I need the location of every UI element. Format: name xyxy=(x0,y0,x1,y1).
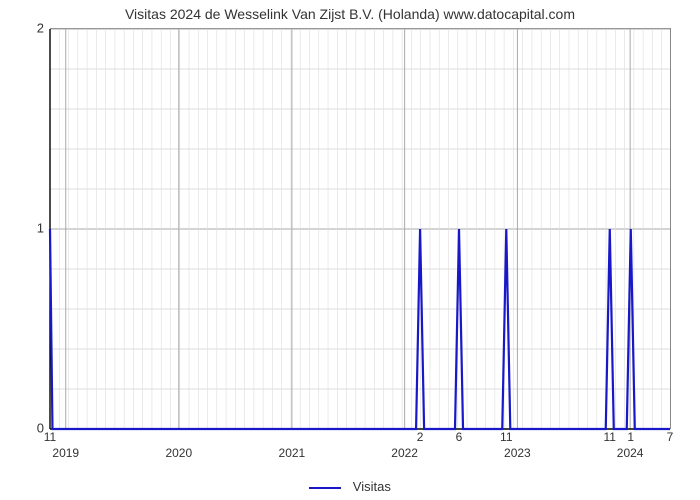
chart-svg xyxy=(50,29,670,429)
grid-group xyxy=(50,29,670,429)
y-tick-label: 0 xyxy=(4,421,44,436)
x-tick-year: 2020 xyxy=(165,446,192,460)
x-tick-year: 2024 xyxy=(617,446,644,460)
x-tick-day: 7 xyxy=(667,430,674,444)
x-tick-day: 2 xyxy=(417,430,424,444)
legend-label: Visitas xyxy=(353,479,391,494)
y-tick-label: 1 xyxy=(4,221,44,236)
series-group xyxy=(50,229,670,429)
x-tick-year: 2019 xyxy=(52,446,79,460)
x-tick-day: 11 xyxy=(500,430,512,444)
x-tick-year: 2022 xyxy=(391,446,418,460)
x-tick-day: 11 xyxy=(44,430,56,444)
x-tick-day: 11 xyxy=(604,430,616,444)
legend-line-icon xyxy=(309,487,341,489)
series-visitas xyxy=(50,229,670,429)
x-tick-day: 1 xyxy=(627,430,634,444)
legend: Visitas xyxy=(0,479,700,494)
plot-area xyxy=(50,28,671,429)
x-tick-year: 2023 xyxy=(504,446,531,460)
y-tick-label: 2 xyxy=(4,21,44,36)
x-tick-day: 6 xyxy=(456,430,463,444)
chart-title: Visitas 2024 de Wesselink Van Zijst B.V.… xyxy=(0,6,700,22)
chart-container: Visitas 2024 de Wesselink Van Zijst B.V.… xyxy=(0,0,700,500)
x-tick-year: 2021 xyxy=(279,446,306,460)
